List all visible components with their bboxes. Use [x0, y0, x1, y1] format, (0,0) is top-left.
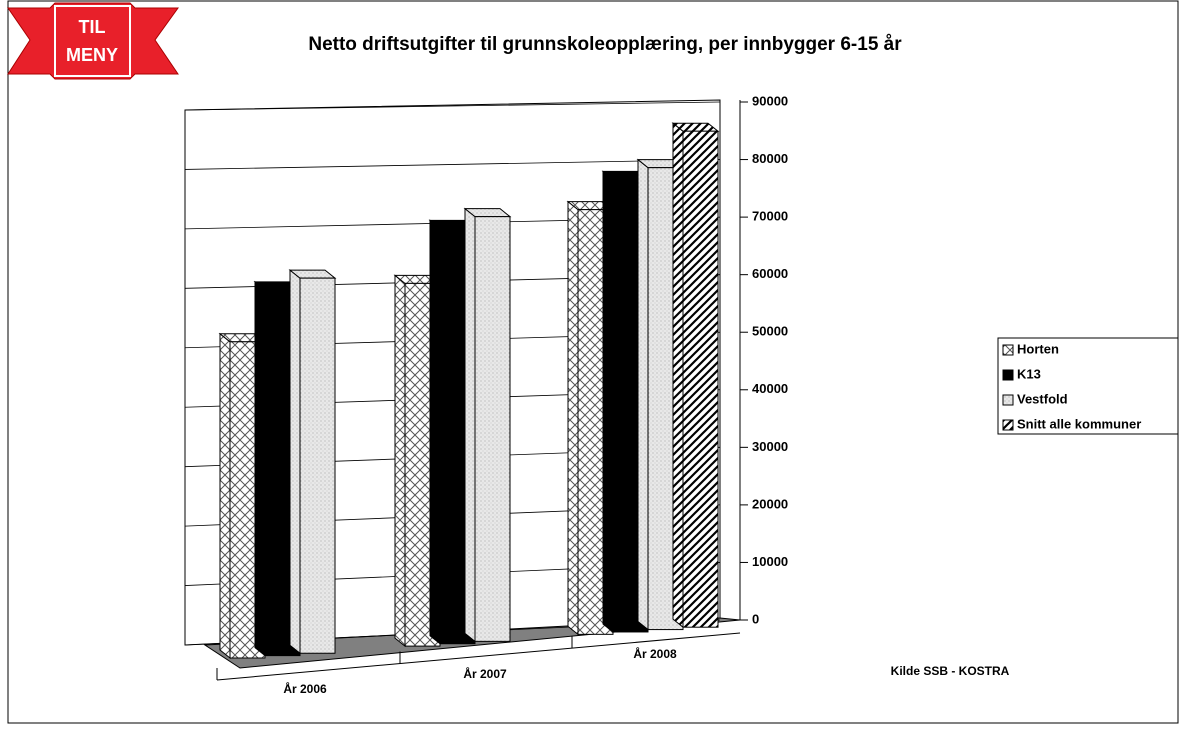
- legend-label: K13: [1017, 366, 1041, 381]
- bar-side: [602, 170, 614, 633]
- bar-side: [567, 200, 579, 636]
- y-tick-label: 50000: [752, 324, 788, 339]
- grid-line: [184, 101, 721, 111]
- source: Kilde SSB - KOSTRA: [891, 664, 1010, 678]
- y-tick-label: 0: [752, 611, 759, 626]
- legend-label: Horten: [1017, 341, 1059, 356]
- y-tick-label: 70000: [752, 209, 788, 224]
- bar: [682, 130, 719, 628]
- menu-text[interactable]: MENY: [66, 45, 118, 65]
- y-tick-label: 20000: [752, 496, 788, 511]
- legend-swatch: [1002, 344, 1014, 356]
- chart-title: Netto driftsutgifter til grunnskoleopplæ…: [308, 34, 902, 55]
- legend-swatch: [1002, 369, 1014, 381]
- menu-panel[interactable]: [54, 5, 131, 77]
- grid-line: [184, 159, 721, 170]
- legend-swatch: [1002, 394, 1014, 406]
- y-tick-label: 10000: [752, 554, 788, 569]
- bar-side: [637, 158, 649, 631]
- y-tick-label: 40000: [752, 381, 788, 396]
- bar-side: [464, 207, 476, 643]
- y-tick-label: 80000: [752, 151, 788, 166]
- menu-button[interactable]: TIL MENY: [7, 2, 179, 80]
- x-axis: [216, 632, 741, 681]
- bar-side: [289, 269, 301, 655]
- legend: [997, 337, 1179, 435]
- x-tick-label: År 2006: [283, 681, 327, 696]
- bar: [299, 277, 336, 654]
- y-tick-label: 60000: [752, 266, 788, 281]
- bar-side: [219, 332, 231, 660]
- bar-side: [254, 280, 266, 657]
- y-tick-label: 30000: [752, 439, 788, 454]
- legend-swatch: [1002, 419, 1014, 431]
- bar: [474, 216, 511, 642]
- legend-label: Snitt alle kommuner: [1017, 416, 1141, 431]
- legend-label: Vestfold: [1017, 391, 1068, 406]
- menu-text[interactable]: TIL: [79, 17, 106, 37]
- bar-side: [429, 219, 441, 645]
- x-tick-label: År 2007: [463, 666, 507, 681]
- bar-side: [394, 274, 406, 648]
- bar-side: [672, 122, 684, 629]
- x-tick-label: År 2008: [633, 646, 677, 661]
- y-tick-label: 90000: [752, 93, 788, 108]
